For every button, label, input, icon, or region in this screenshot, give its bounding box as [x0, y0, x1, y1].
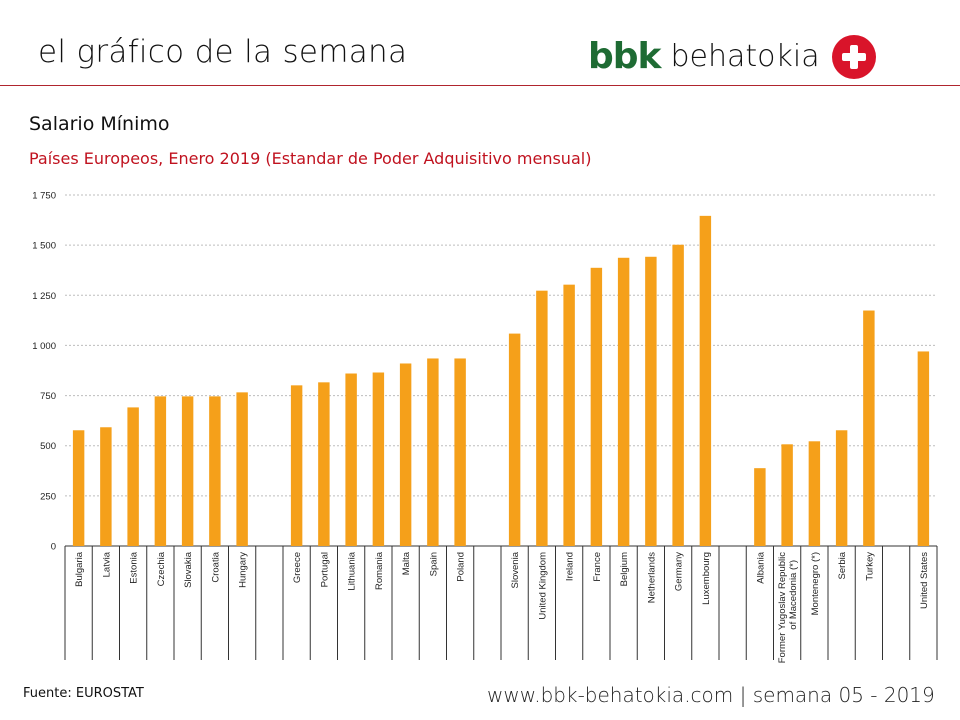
x-category-label: Poland: [456, 552, 467, 582]
x-category-label: Slovenia: [510, 551, 521, 588]
header-divider: [0, 85, 960, 86]
bar: [781, 444, 793, 546]
x-category-label: Serbia: [837, 551, 848, 579]
y-tick-label: 750: [40, 391, 56, 402]
x-category-label: Turkey: [864, 552, 875, 581]
x-category-label: Germany: [674, 552, 685, 591]
bar: [290, 385, 303, 546]
bar: [72, 430, 85, 546]
page-title: el gráfico de la semana: [38, 34, 408, 70]
bar: [754, 468, 766, 546]
bar: [563, 284, 575, 546]
bar: [127, 407, 139, 546]
bar: [181, 396, 194, 546]
bar: [209, 396, 221, 546]
x-category-label: Netherlands: [646, 552, 657, 603]
x-category-label: Ireland: [565, 552, 576, 581]
bar: [508, 333, 521, 546]
x-category-label: Croatia: [210, 551, 221, 582]
bar: [835, 430, 848, 546]
bar: [345, 373, 357, 546]
chart-title: Salario Mínimo: [29, 113, 170, 135]
x-category-label: Malta: [401, 551, 412, 575]
x-category-label: Latvia: [101, 551, 112, 577]
x-category-label: Czechia: [156, 551, 167, 586]
bar: [100, 427, 112, 546]
x-category-label: Montenegro (*): [810, 552, 821, 615]
source-note: Fuente: EUROSTAT: [23, 686, 144, 701]
x-category-label: Hungary: [238, 552, 249, 588]
x-category-label: Estonia: [129, 551, 140, 583]
y-tick-label: 1 500: [32, 241, 56, 252]
y-tick-label: 500: [40, 441, 56, 452]
brand-name: behatokia: [670, 39, 820, 74]
bar: [399, 363, 412, 546]
bar: [454, 358, 466, 546]
x-category-label: Slovakia: [183, 551, 194, 588]
y-tick-label: 0: [51, 542, 56, 553]
x-category-label: Luxembourg: [701, 552, 712, 605]
y-tick-label: 1 000: [32, 341, 56, 352]
y-tick-label: 1 750: [32, 191, 56, 202]
x-category-label: Former Yugoslav Republicof Macedonia (*): [777, 552, 799, 663]
x-category-label: Lithuania: [347, 551, 358, 590]
x-category-label: Belgium: [619, 552, 630, 586]
bar: [617, 257, 630, 546]
footer-url-week: www.bbk-behatokia.com | semana 05 - 2019: [487, 683, 935, 707]
bar: [808, 441, 821, 546]
x-category-label: United Kingdom: [537, 552, 548, 620]
x-category-label: Romania: [374, 551, 385, 590]
x-category-label: Greece: [292, 552, 303, 583]
red-cross-circle-icon: [831, 35, 876, 79]
x-category-label: United States: [919, 552, 930, 609]
bar: [372, 372, 385, 546]
y-tick-label: 250: [40, 491, 56, 502]
x-category-label: Spain: [428, 552, 439, 576]
brand-logo: bbk behatokia: [588, 33, 876, 81]
bar-chart: 0 250 500 750 1 000 1 250 1 500 1 750 Bulgaria La…: [32, 191, 938, 663]
chart-subtitle: Países Europeos, Enero 2019 (Estandar de…: [29, 149, 592, 168]
x-category-label: Albania: [755, 551, 766, 583]
bar: [863, 310, 875, 546]
x-category-label: Portugal: [319, 552, 330, 587]
bar: [536, 290, 548, 546]
bar: [236, 392, 248, 546]
x-category-label: France: [592, 552, 603, 582]
bar: [427, 358, 439, 546]
bar: [699, 215, 712, 546]
y-tick-label: 1 250: [32, 291, 56, 302]
bar: [154, 396, 167, 546]
x-category-label: Bulgaria: [74, 551, 85, 587]
bar: [672, 244, 684, 547]
bar: [917, 351, 930, 546]
bar: [318, 382, 330, 546]
bar: [645, 256, 657, 546]
brand-bbk-wordmark: bbk: [588, 36, 661, 77]
bar: [590, 267, 603, 546]
